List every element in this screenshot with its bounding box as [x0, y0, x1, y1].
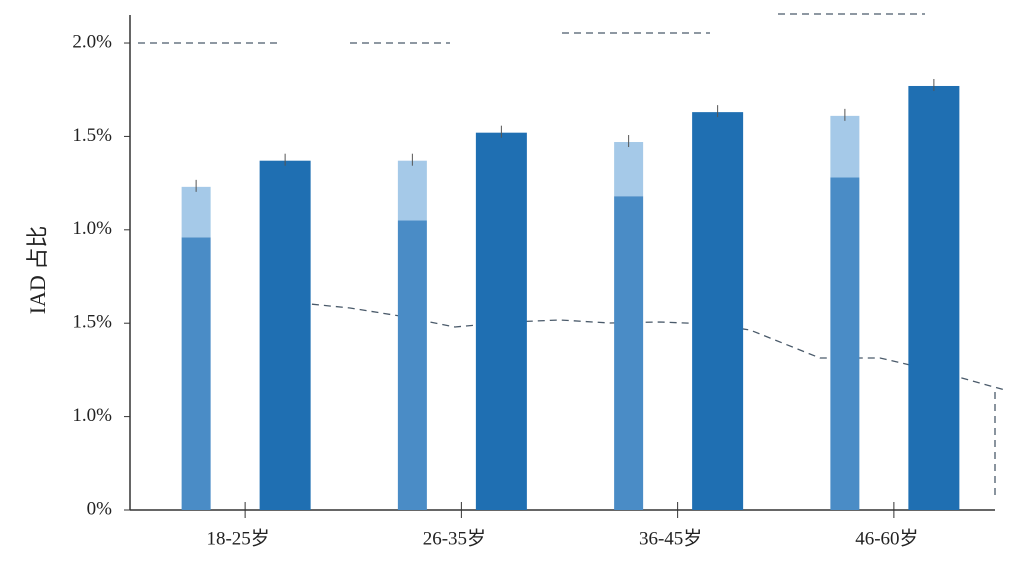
- y-tick-label: 1.5%: [72, 312, 112, 333]
- y-tick-label: 0%: [87, 498, 113, 519]
- bar: [397, 220, 427, 511]
- y-tick-label: 1.0%: [72, 405, 112, 426]
- x-tick-label: 18-25岁: [206, 527, 269, 549]
- bar: [181, 186, 211, 238]
- y-axis-label: IAD 占比: [25, 226, 50, 315]
- bar: [259, 160, 311, 510]
- bar: [397, 160, 427, 221]
- x-tick-label: 26-35岁: [423, 527, 486, 549]
- y-tick-label: 1.5%: [72, 125, 112, 146]
- y-tick-label: 2.0%: [72, 31, 112, 52]
- x-tick-label: 36-45岁: [639, 527, 702, 549]
- bar: [614, 196, 644, 511]
- x-tick-label: 46-60岁: [855, 527, 918, 549]
- bar: [692, 112, 744, 510]
- bracket: [138, 13, 996, 495]
- bar: [830, 177, 860, 510]
- bar: [908, 85, 960, 510]
- bar: [475, 132, 527, 510]
- y-tick-label: 1.0%: [72, 218, 112, 239]
- bar: [181, 237, 211, 510]
- bar: [614, 142, 644, 197]
- bar: [830, 115, 860, 178]
